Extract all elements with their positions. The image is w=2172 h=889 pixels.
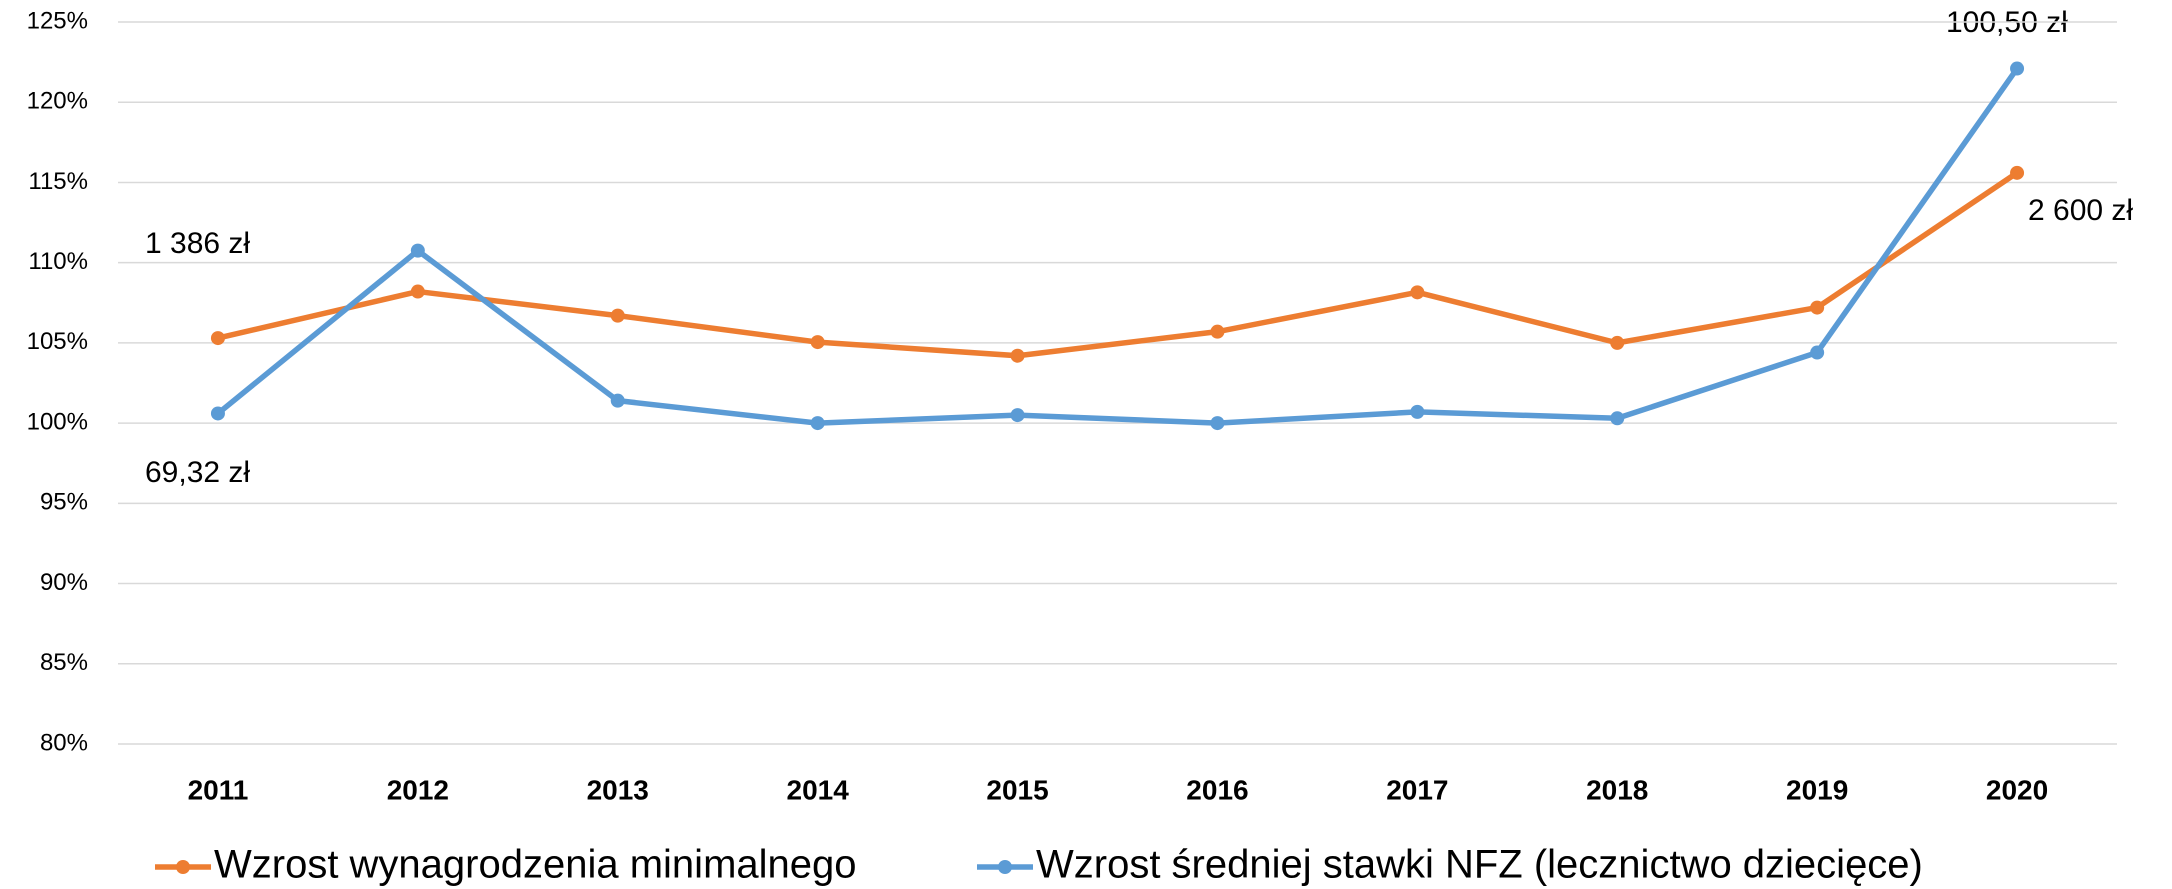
y-tick-label: 105% <box>27 328 88 355</box>
y-tick-label: 100% <box>27 408 88 435</box>
y-tick-label: 95% <box>40 489 88 516</box>
legend-marker <box>176 860 190 874</box>
y-tick-label: 115% <box>28 168 88 195</box>
legend-marker <box>998 860 1012 874</box>
marker <box>210 331 225 346</box>
y-tick-label: 85% <box>40 649 88 676</box>
marker <box>1010 348 1025 363</box>
series-line <box>217 170 2019 359</box>
y-tick-label: 120% <box>27 88 88 115</box>
marker <box>810 416 825 431</box>
x-tick-label: 2011 <box>188 774 249 805</box>
y-tick-label: 110% <box>28 248 88 275</box>
marker <box>1610 411 1625 426</box>
marker <box>1410 404 1425 419</box>
x-tick-label: 2016 <box>1186 774 1248 805</box>
y-tick-label: 90% <box>40 569 88 596</box>
x-tick-label: 2017 <box>1386 774 1448 805</box>
marker <box>410 284 425 299</box>
marker <box>610 393 625 408</box>
marker <box>610 308 625 323</box>
marker <box>1210 324 1225 339</box>
marker <box>1810 345 1825 360</box>
marker <box>1610 335 1625 350</box>
marker <box>1010 408 1025 423</box>
x-tick-label: 2014 <box>787 774 850 805</box>
annotation: 1 386 zł <box>145 227 250 260</box>
x-tick-label: 2013 <box>587 774 649 805</box>
series-line <box>216 66 2020 426</box>
y-tick-label: 80% <box>40 729 88 756</box>
x-tick-label: 2019 <box>1786 774 1848 805</box>
x-tick-label: 2012 <box>387 774 449 805</box>
marker <box>1810 300 1825 315</box>
legend-label: Wzrost wynagrodzenia minimalnego <box>214 843 857 887</box>
annotation: 2 600 zł <box>2028 194 2133 227</box>
annotation: 69,32 zł <box>145 456 250 489</box>
marker <box>1410 285 1425 300</box>
x-tick-label: 2015 <box>986 774 1048 805</box>
marker <box>210 406 225 421</box>
marker <box>2010 61 2025 76</box>
marker <box>2010 165 2025 180</box>
marker <box>410 243 425 258</box>
marker <box>810 335 825 350</box>
x-tick-label: 2018 <box>1586 774 1648 805</box>
marker <box>1210 416 1225 431</box>
y-tick-label: 125% <box>27 7 88 34</box>
x-tick-label: 2020 <box>1986 774 2048 805</box>
legend-label: Wzrost średniej stawki NFZ (lecznictwo d… <box>1036 843 1923 887</box>
